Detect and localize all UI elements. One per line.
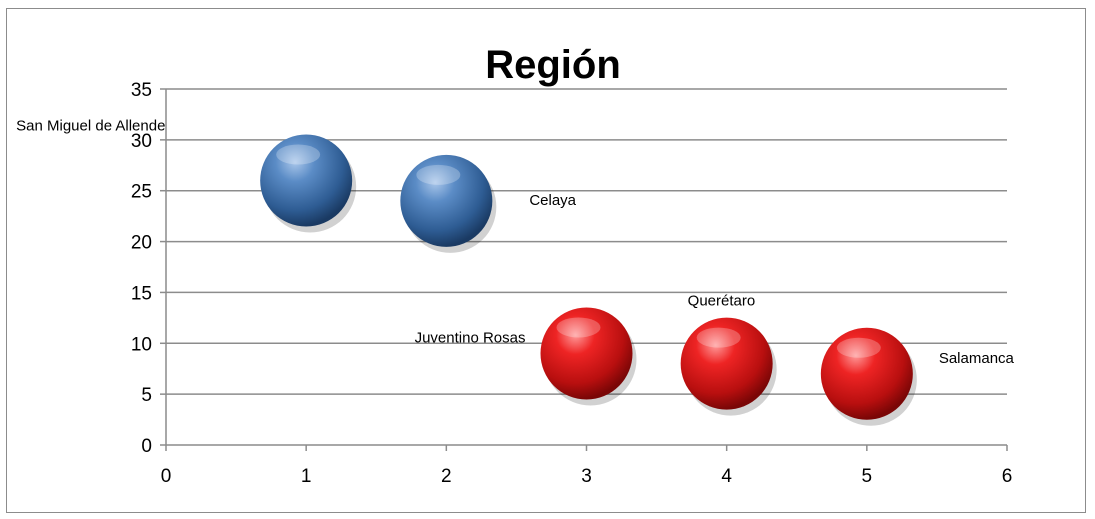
data-label: San Miguel de Allende xyxy=(16,118,165,135)
bubble-highlight xyxy=(276,144,321,165)
bubble-highlight xyxy=(696,327,741,348)
x-tick-label: 1 xyxy=(301,466,312,487)
bubble-point xyxy=(400,154,493,247)
bubble-highlight xyxy=(416,164,461,185)
x-tick-label: 4 xyxy=(721,466,732,487)
y-tick-label: 0 xyxy=(141,436,152,457)
bubble-point xyxy=(260,134,353,227)
x-tick-label: 2 xyxy=(441,466,452,487)
y-tick-label: 10 xyxy=(131,334,152,355)
data-label: Celaya xyxy=(529,192,576,209)
bubble-point xyxy=(540,307,633,400)
y-tick-label: 15 xyxy=(131,283,152,304)
x-tick-label: 6 xyxy=(1002,466,1013,487)
bubble-point xyxy=(820,327,913,420)
x-tick-label: 0 xyxy=(161,466,172,487)
y-tick-label: 30 xyxy=(131,131,152,152)
bubble-highlight xyxy=(556,317,601,338)
y-tick-label: 25 xyxy=(131,182,152,203)
data-label: Querétaro xyxy=(688,293,756,310)
chart-frame xyxy=(6,8,1086,513)
x-tick-label: 3 xyxy=(581,466,592,487)
data-label: Salamanca xyxy=(939,350,1015,367)
bubble-highlight xyxy=(836,337,881,358)
y-tick-label: 35 xyxy=(131,80,152,101)
x-tick-label: 5 xyxy=(862,466,873,487)
chart-title: Región xyxy=(485,43,621,87)
bubble-point xyxy=(680,317,773,410)
data-label: Juventino Rosas xyxy=(415,329,526,346)
y-tick-label: 20 xyxy=(131,233,152,254)
y-tick-label: 5 xyxy=(141,385,152,406)
